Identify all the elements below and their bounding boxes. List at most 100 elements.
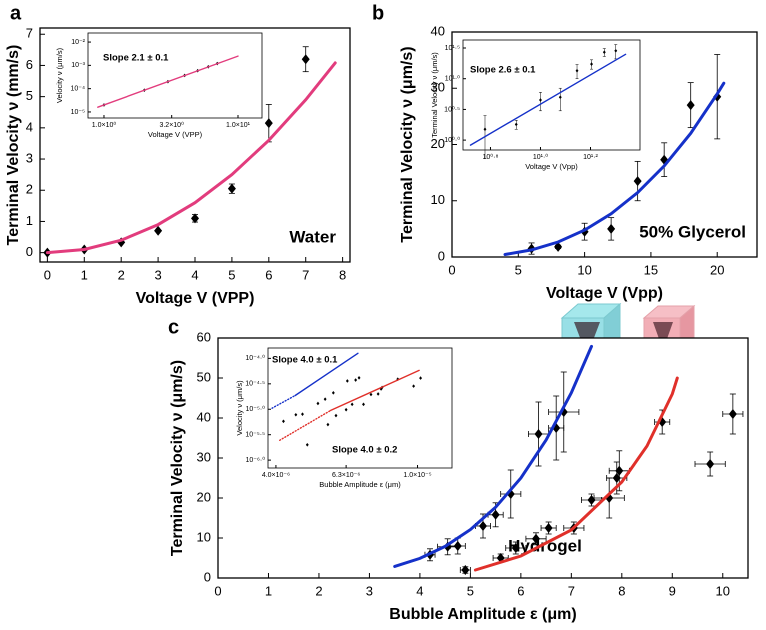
data-point	[282, 419, 285, 424]
y-tick-label: 40	[431, 23, 445, 38]
inset-x-label: Bubble Amplitude ε (μm)	[319, 480, 401, 489]
data-point	[369, 392, 373, 397]
data-point	[354, 378, 358, 382]
x-tick-label: 0	[214, 583, 221, 598]
x-tick-label: 15	[644, 262, 658, 277]
data-point	[534, 429, 543, 439]
data-point	[412, 384, 416, 388]
data-point	[532, 533, 540, 544]
x-tick-label: 6.3×10⁻⁶	[332, 472, 360, 479]
data-point	[294, 412, 298, 417]
x-tick-label: 4	[191, 267, 198, 282]
y-tick-label: 4	[26, 119, 33, 134]
x-tick-label: 10¹·⁰	[533, 153, 548, 161]
data-point	[706, 459, 715, 469]
data-point	[344, 407, 348, 412]
x-tick-label: 8	[339, 267, 346, 282]
x-tick-label: 5	[467, 583, 474, 598]
data-point	[558, 95, 562, 99]
data-point	[554, 241, 563, 252]
y-tick-label: 20	[431, 136, 445, 151]
y-tick-label: 10⁻²	[71, 39, 85, 46]
x-tick-label: 2	[118, 267, 125, 282]
slope-label: Slope 4.0 ± 0.2	[332, 445, 397, 456]
inset-x-label: Voltage V (Vpp)	[525, 162, 578, 171]
y-tick-label: 10⁻⁴·⁵	[245, 381, 265, 388]
inset-frame	[267, 347, 453, 469]
y-tick-label: 2	[26, 182, 33, 197]
fit-line	[279, 409, 332, 441]
data-point	[345, 379, 349, 383]
y-tick-label: 3	[26, 150, 33, 165]
y-tick-label: 10⁻³	[71, 62, 85, 69]
y-tick-label: 10⁻⁶·⁰	[246, 456, 266, 464]
data-point	[633, 176, 642, 187]
x-tick-label: 1	[265, 583, 272, 598]
data-point	[334, 413, 338, 418]
data-point	[539, 98, 542, 102]
inset-y-label: Velocity ν (μm/s)	[55, 47, 64, 103]
data-point	[461, 565, 470, 575]
x-tick-label: 10¹·²	[583, 154, 598, 161]
y-tick-label: 30	[431, 80, 445, 95]
x-axis-label: Voltage V (VPP)	[136, 290, 255, 307]
fit-line	[271, 394, 296, 409]
data-point	[491, 509, 500, 520]
y-tick-label: 30	[197, 449, 211, 464]
x-tick-label: 5	[228, 267, 235, 282]
data-point	[357, 376, 361, 380]
data-point	[301, 54, 310, 65]
y-tick-label: 0	[204, 569, 211, 584]
x-tick-label: 5	[515, 262, 522, 277]
panel-label: c	[168, 316, 179, 338]
annotation: Hydrogel	[508, 536, 582, 555]
data-point	[514, 122, 518, 127]
y-axis-label: Terminal Velocity ν (μm/s)	[399, 46, 416, 242]
y-tick-label: 1	[26, 213, 33, 228]
annotation: 50% Glycerol	[639, 222, 746, 241]
data-point	[154, 225, 163, 236]
x-tick-label: 3.2×10⁰	[159, 121, 184, 129]
y-tick-label: 20	[197, 489, 211, 504]
x-tick-label: 7	[568, 583, 575, 598]
y-tick-label: 10⁻⁴·⁰	[245, 354, 265, 362]
data-point	[316, 401, 320, 406]
data-point	[590, 62, 593, 66]
data-point	[587, 495, 596, 505]
data-point	[511, 543, 520, 553]
data-point	[453, 541, 462, 551]
cone	[653, 322, 673, 350]
data-point	[326, 422, 330, 427]
x-tick-label: 8	[618, 583, 625, 598]
y-tick-label: 10⁻⁵·⁵	[245, 432, 265, 439]
fit-line	[97, 55, 239, 108]
y-tick-label: 10⁻⁵	[71, 109, 85, 116]
inset-y-label: Terminal Velocity ν (μm/s)	[430, 52, 439, 138]
x-axis-label: Voltage V (Vpp)	[546, 285, 663, 302]
y-tick-label: 10⁰·⁵	[444, 105, 460, 113]
data-point	[615, 465, 624, 476]
inset-frame	[87, 32, 263, 119]
data-point	[305, 443, 309, 447]
x-tick-label: 10	[716, 583, 730, 598]
x-tick-label: 6	[517, 583, 524, 598]
x-tick-label: 2	[315, 583, 322, 598]
y-axis-label: Terminal Velocity ν (mm/s)	[5, 45, 22, 246]
y-tick-label: 0	[26, 244, 33, 259]
y-tick-label: 50	[197, 369, 211, 384]
fit-line	[473, 376, 679, 572]
data-point	[323, 397, 327, 401]
data-point	[728, 409, 737, 419]
data-point	[301, 412, 304, 416]
y-tick-label: 60	[197, 329, 211, 344]
data-point	[419, 376, 423, 380]
annotation: Water	[289, 227, 336, 246]
x-tick-label: 9	[669, 583, 676, 598]
fit-line	[330, 369, 420, 412]
y-tick-label: 10⁻⁵·⁰	[245, 405, 265, 413]
y-tick-label: 10⁻⁴	[71, 86, 86, 93]
x-tick-label: 10⁰·⁸	[483, 153, 499, 161]
data-point	[544, 523, 553, 533]
x-tick-label: 3	[366, 583, 373, 598]
data-point	[686, 100, 695, 111]
